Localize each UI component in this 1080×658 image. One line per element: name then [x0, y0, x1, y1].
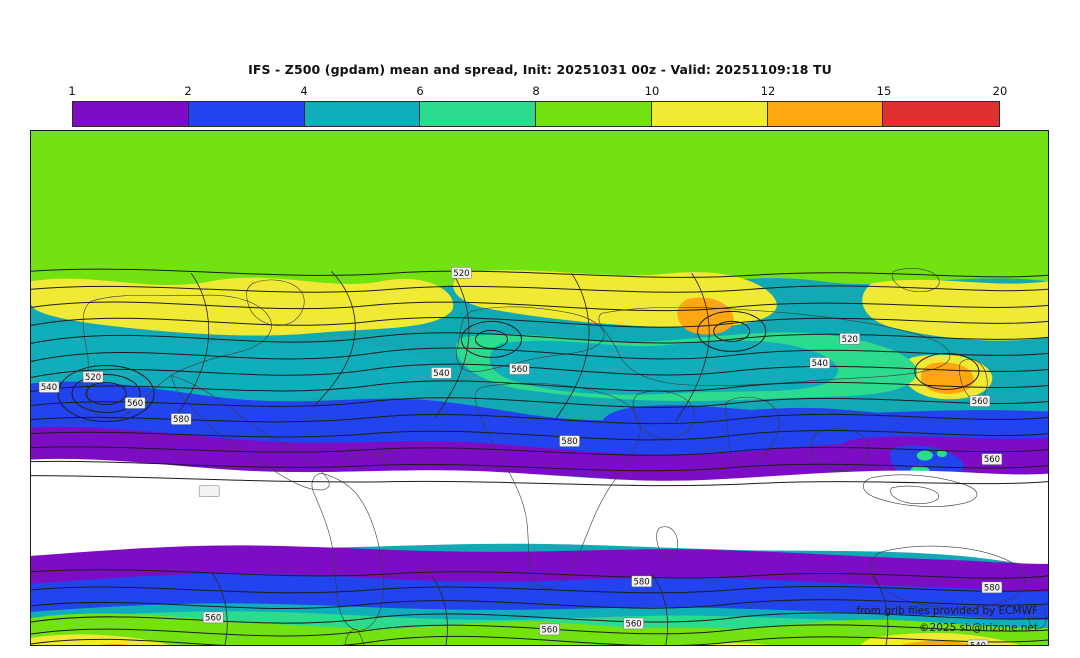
contour-label: 560	[124, 397, 146, 409]
svg-text:520: 520	[842, 335, 858, 345]
colorbar-tick-4: 4	[300, 84, 308, 98]
svg-text:560: 560	[972, 397, 988, 407]
contour-label: 560	[539, 623, 560, 635]
contour-label: 580	[170, 413, 192, 425]
contour-label: 560	[202, 611, 224, 623]
svg-text:560: 560	[511, 365, 527, 375]
colorbar-segment-2-4	[188, 102, 305, 126]
colorbar-segment-12-15	[767, 102, 884, 126]
svg-text:560: 560	[541, 625, 557, 635]
svg-text:560: 560	[625, 619, 641, 629]
contour-labels: 520 520 520 540 540 540 560 560 560 580 …	[38, 267, 1003, 645]
contour-label: 560	[623, 617, 644, 629]
contour-label: 580	[631, 575, 652, 587]
colorbar-tick-6: 6	[416, 84, 424, 98]
colorbar-tick-labels: 1 2 4 6 8 10 12 15 20	[68, 84, 1007, 101]
colorbar-tick-15: 15	[876, 84, 892, 98]
svg-text:540: 540	[41, 383, 57, 393]
contour-label: 540	[967, 639, 989, 645]
svg-text:560: 560	[984, 455, 1000, 465]
svg-text:540: 540	[970, 642, 986, 645]
colorbar-segment-15-20	[883, 102, 999, 126]
svg-text:540: 540	[433, 369, 449, 379]
colorbar-segment-4-6	[304, 102, 421, 126]
svg-text:580: 580	[173, 415, 189, 425]
colorbar-segment-10-12	[651, 102, 768, 126]
data-source-credit: from grib files provided by ECMWF	[856, 605, 1038, 617]
contour-label	[198, 485, 220, 497]
svg-text:580: 580	[633, 577, 649, 587]
contour-label: 520	[451, 267, 472, 279]
colorbar-tick-1: 1	[68, 84, 76, 98]
svg-text:520: 520	[453, 269, 469, 279]
svg-text:580: 580	[984, 583, 1000, 593]
svg-text:540: 540	[812, 359, 828, 369]
contour-label: 580	[981, 581, 1003, 593]
colorbar-tick-12: 12	[760, 84, 776, 98]
colorbar-tick-2: 2	[184, 84, 192, 98]
colorbar-segment-8-10	[536, 102, 652, 126]
contours-northern	[31, 268, 1048, 487]
contour-label: 540	[38, 381, 60, 393]
contour-label: 540	[431, 367, 452, 379]
contour-label: 520	[839, 333, 861, 345]
colorbar: 1 2 4 6 8 10 12 15 20	[68, 84, 1007, 127]
colorbar-tick-20: 20	[992, 84, 1008, 98]
map-canvas: 520 520 520 540 540 540 560 560 560 580 …	[31, 131, 1048, 645]
contour-label: 560	[509, 363, 530, 375]
coastlines	[82, 268, 1047, 645]
map-panel[interactable]: 520 520 520 540 540 540 560 560 560 580 …	[30, 130, 1049, 646]
contour-label: 580	[559, 435, 580, 447]
contour-label: 540	[809, 357, 830, 369]
colorbar-segment-1-2	[73, 102, 189, 126]
svg-text:520: 520	[85, 373, 101, 383]
contour-label: 560	[981, 453, 1003, 465]
contour-label: 520	[82, 371, 104, 383]
contour-label: 560	[969, 395, 991, 407]
svg-text:580: 580	[561, 437, 577, 447]
svg-text:560: 560	[205, 613, 221, 623]
colorbar-tick-10: 10	[644, 84, 660, 98]
colorbar-tick-8: 8	[532, 84, 540, 98]
page-title: IFS - Z500 (gpdam) mean and spread, Init…	[248, 62, 832, 77]
colorbar-segment-6-8	[420, 102, 536, 126]
colorbar-gradient	[72, 101, 1000, 127]
svg-text:560: 560	[127, 399, 143, 409]
copyright-credit: ©2025 sb@irizone.net	[919, 622, 1038, 634]
